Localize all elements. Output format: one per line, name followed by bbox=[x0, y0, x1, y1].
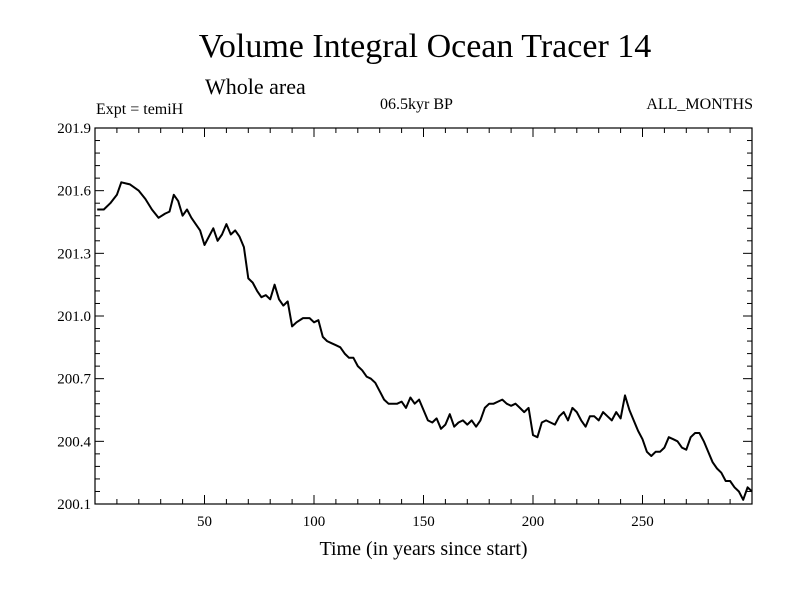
y-tick-label: 200.1 bbox=[57, 497, 91, 513]
y-tick-label: 201.6 bbox=[57, 184, 91, 200]
y-tick-label: 200.4 bbox=[57, 434, 91, 450]
y-tick-label: 201.3 bbox=[57, 246, 91, 262]
x-tick-label: 50 bbox=[197, 514, 212, 530]
x-axis-label: Time (in years since start) bbox=[319, 538, 528, 560]
axis-ticks bbox=[95, 128, 752, 504]
x-tick-label: 250 bbox=[631, 514, 654, 530]
y-tick-label: 201.9 bbox=[57, 121, 91, 137]
plot-frame bbox=[94, 127, 753, 505]
chart-subtitle: Whole area bbox=[205, 74, 306, 99]
y-tick-label: 200.7 bbox=[57, 372, 91, 388]
x-tick-label: 200 bbox=[522, 514, 545, 530]
y-tick-labels: 200.1 200.4 200.7 201.0 201.3 201.6 201.9 bbox=[57, 121, 91, 513]
period-label: 06.5kyr BP bbox=[380, 96, 453, 113]
chart-title: Volume Integral Ocean Tracer 14 bbox=[198, 28, 652, 65]
series-line bbox=[97, 181, 753, 501]
x-tick-label: 150 bbox=[412, 514, 435, 530]
x-tick-labels: 50 100 150 200 250 bbox=[197, 514, 654, 530]
y-tick-label: 201.0 bbox=[57, 309, 91, 325]
experiment-label: Expt = temiH bbox=[96, 101, 184, 118]
x-tick-label: 100 bbox=[303, 514, 326, 530]
months-label: ALL_MONTHS bbox=[646, 96, 753, 113]
